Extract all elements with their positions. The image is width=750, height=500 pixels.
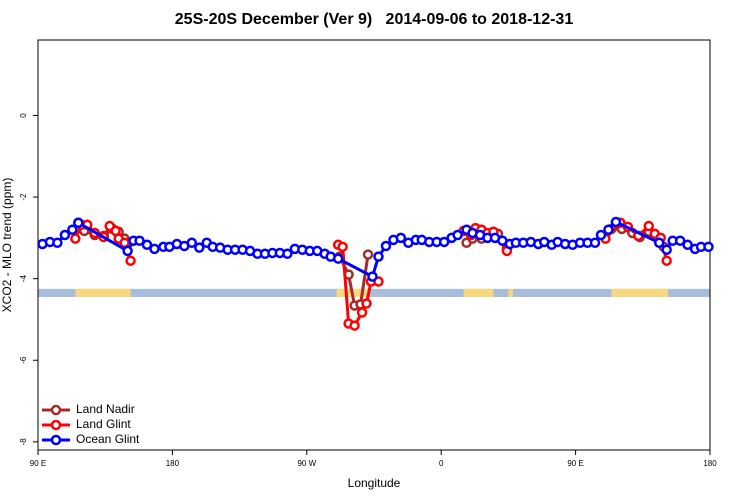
- land-strip: [463, 288, 494, 298]
- data-point: [332, 253, 344, 264]
- x-tick-label: 90 E: [567, 459, 583, 468]
- data-point: [337, 241, 348, 253]
- legend-marker: [50, 419, 62, 431]
- data-point: [149, 243, 160, 255]
- data-point: [67, 224, 78, 235]
- data-point: [59, 229, 71, 241]
- x-tick-label: 180: [703, 459, 717, 468]
- data-point: [380, 240, 392, 252]
- data-point: [122, 245, 133, 257]
- legend-label: Land Glint: [76, 417, 131, 431]
- land-strip: [611, 288, 669, 298]
- series-line: [73, 220, 669, 328]
- data-point: [589, 237, 601, 249]
- y-tick-label: -4: [19, 275, 28, 283]
- legend-marker: [50, 434, 62, 446]
- data-point: [610, 216, 622, 228]
- land-strip: [75, 288, 131, 298]
- y-tick-label: -2: [19, 193, 28, 201]
- data-point: [362, 249, 374, 260]
- data-point: [395, 232, 407, 244]
- legend-label: Land Nadir: [76, 402, 135, 416]
- x-tick-label: 90 E: [30, 459, 46, 468]
- legend-marker: [50, 404, 62, 416]
- chart-title: 25S-20S December (Ver 9) 2014-09-06 to 2…: [175, 11, 574, 28]
- data-point: [134, 235, 145, 246]
- y-tick-label: -8: [19, 438, 28, 446]
- y-tick-label: 0: [19, 113, 28, 118]
- data-point: [595, 229, 607, 241]
- data-point: [282, 248, 293, 260]
- y-axis-label: XCO2 - MLO trend (ppm): [0, 178, 14, 313]
- x-axis-label: Longitude: [348, 476, 401, 490]
- x-tick-label: 180: [166, 459, 180, 468]
- data-point: [367, 271, 378, 282]
- data-point: [703, 241, 714, 253]
- data-point: [361, 298, 372, 309]
- data-point: [73, 217, 84, 229]
- data-point: [194, 242, 205, 253]
- data-point: [452, 229, 463, 241]
- x-tick-label: 0: [439, 459, 444, 468]
- ocean-strip: [38, 288, 710, 298]
- legend-label: Ocean Glint: [76, 432, 140, 446]
- data-point: [356, 307, 368, 318]
- data-point: [52, 237, 63, 249]
- y-tick-label: -6: [19, 356, 28, 364]
- data-point: [643, 220, 655, 232]
- data-point: [70, 233, 81, 244]
- data-point: [653, 237, 665, 249]
- data-point: [603, 224, 614, 235]
- data-point: [141, 239, 153, 251]
- data-point: [119, 237, 130, 249]
- data-point: [349, 320, 360, 331]
- data-point: [682, 239, 693, 251]
- land-strip: [508, 288, 513, 298]
- data-point: [438, 236, 450, 248]
- x-tick-label: 90 W: [297, 459, 316, 468]
- data-point: [373, 251, 384, 262]
- data-point: [661, 244, 672, 255]
- data-point: [125, 255, 136, 266]
- data-point: [661, 255, 672, 266]
- data-point: [186, 237, 198, 249]
- data-point: [674, 235, 686, 246]
